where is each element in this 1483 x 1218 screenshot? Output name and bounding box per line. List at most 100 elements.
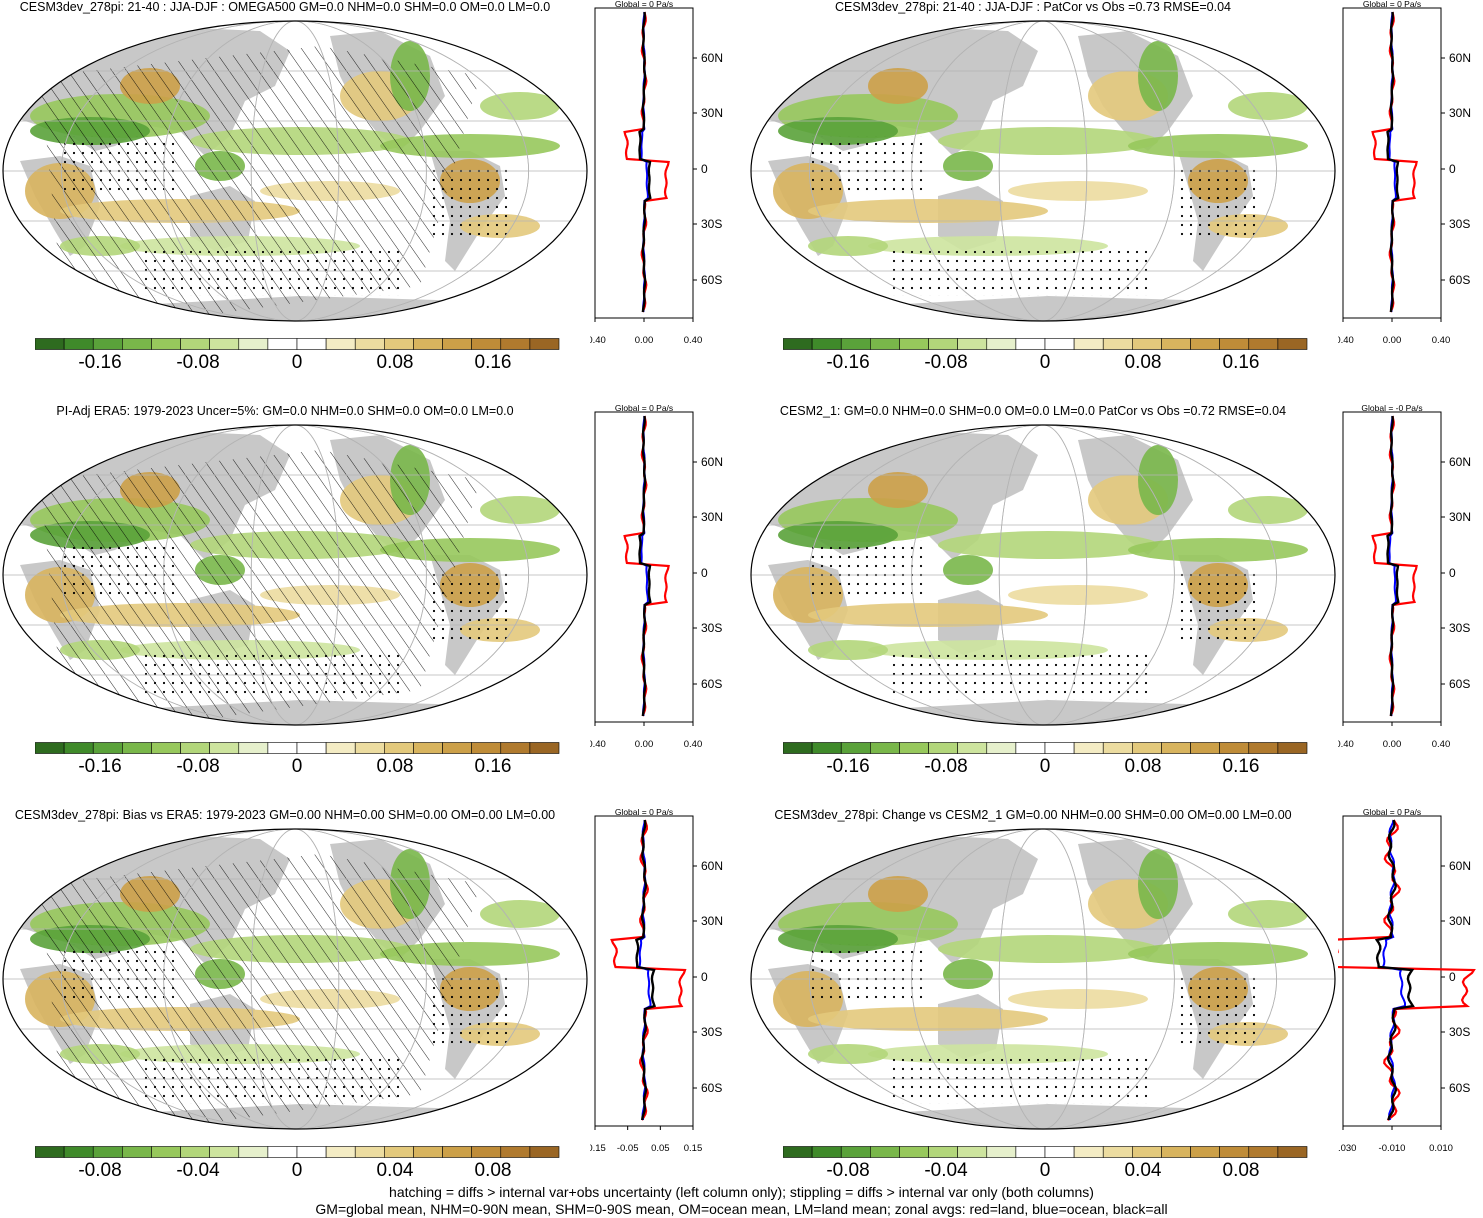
colorbar-labels: -0.16 -0.08 0 0.08 0.16 [35, 756, 559, 780]
colorbar-label: -0.16 [78, 352, 122, 373]
colorbar-segment [151, 338, 181, 350]
colorbar-segment [384, 338, 414, 350]
x-tick-label: 0.00 [635, 739, 654, 750]
longitude-line [998, 21, 1088, 321]
colorbar-segment [180, 742, 210, 754]
colorbar-label: 0.04 [1124, 1160, 1162, 1181]
map-field [3, 425, 587, 725]
anomaly-region [1008, 181, 1148, 201]
colorbar [783, 742, 1308, 754]
x-tick-label: 0.40 [1432, 739, 1451, 750]
panel-model-patcor: CESM3dev_278pi: 21-40 : JJA-DJF : PatCor… [748, 0, 1483, 405]
zonal-all-line [1386, 415, 1400, 717]
lat-label: 0 [701, 970, 708, 984]
colorbar-segment [413, 1146, 443, 1158]
zonal-all-line [638, 415, 652, 717]
longitude-line [998, 425, 1088, 725]
colorbar-segment [1132, 1146, 1162, 1158]
map-field [3, 829, 587, 1129]
colorbar-segment [783, 1146, 813, 1158]
colorbar-segment [529, 742, 560, 754]
anomaly-region [943, 959, 993, 989]
longitude-line [911, 829, 1175, 1129]
panel-title: CESM3dev_278pi: Change vs CESM2_1 GM=0.0… [774, 808, 1292, 822]
x-tick-label: -0.15 [590, 1143, 606, 1154]
colorbar-segment [267, 338, 298, 350]
lat-label: 30N [701, 106, 723, 120]
colorbar-segment [1102, 338, 1133, 350]
colorbar-segment [1277, 1146, 1308, 1158]
colorbar-segment [151, 1146, 181, 1158]
footer-line-means: GM=global mean, NHM=0-90N mean, SHM=0-90… [315, 1201, 1168, 1217]
colorbar-label: -0.08 [78, 1160, 122, 1181]
colorbar-segment [1190, 1146, 1220, 1158]
lat-label: 30S [701, 621, 722, 635]
colorbar-label: 0.04 [376, 1160, 414, 1181]
lat-label: 60N [701, 859, 723, 873]
colorbar-segment [92, 338, 123, 350]
lat-label: 30S [1449, 1025, 1470, 1039]
anomaly-region [1138, 445, 1178, 515]
colorbar-segment [1161, 338, 1191, 350]
lat-label: 30N [1449, 914, 1471, 928]
x-tick-label: -0.40 [1338, 335, 1354, 346]
colorbar-segment [35, 742, 65, 754]
colorbar-label: 0 [291, 756, 303, 777]
colorbar-segment [1219, 1146, 1250, 1158]
panel-era5-obs: PI-Adj ERA5: 1979-2023 Uncer=5%: GM=0.0 … [0, 404, 741, 809]
lat-label: 30S [701, 1025, 722, 1039]
colorbar-segment [1277, 742, 1308, 754]
zonal-all-line [1374, 819, 1415, 1121]
zonal-all-line [1386, 11, 1400, 313]
lat-label: 30S [1449, 621, 1470, 635]
colorbar-label: 0.08 [376, 756, 414, 777]
colorbar-segment [783, 338, 813, 350]
anomaly-region [808, 1007, 1048, 1031]
colorbar-label: 0 [291, 1160, 303, 1181]
longitude-line [163, 21, 427, 321]
colorbar-segment [413, 742, 443, 754]
panel-change-vs-cesm2: CESM3dev_278pi: Change vs CESM2_1 GM=0.0… [748, 808, 1483, 1213]
colorbar-label: -0.08 [924, 756, 968, 777]
lat-label: 30N [1449, 510, 1471, 524]
colorbar-segment [180, 338, 210, 350]
hatching [40, 854, 480, 1124]
colorbar-segment [209, 742, 240, 754]
colorbar [35, 742, 560, 754]
colorbar-segment [811, 1146, 842, 1158]
zonal-title: Global = -0 Pa/s [1361, 404, 1422, 413]
colorbar-segment [1073, 742, 1104, 754]
zonal-title: Global = 0 Pa/s [615, 0, 673, 9]
colorbar-segment [1248, 742, 1279, 754]
colorbar-segment [811, 742, 842, 754]
colorbar-segment [986, 1146, 1017, 1158]
colorbar-label: 0.08 [1222, 1160, 1260, 1181]
colorbar-segment [413, 338, 443, 350]
longitude-line [60, 829, 530, 1129]
colorbar-segment [384, 742, 414, 754]
zonal-average-plot: Global = 0 Pa/s 60N 30N 0 30S 60S -0.40 0.00 0.4… [590, 0, 723, 346]
x-tick-label: -0.40 [590, 739, 606, 750]
colorbar-segment [870, 338, 900, 350]
colorbar-labels: -0.08 -0.04 0 0.04 0.08 [783, 1160, 1307, 1184]
colorbar-segment [500, 1146, 531, 1158]
colorbar-segment [928, 742, 958, 754]
colorbar-segment [180, 1146, 210, 1158]
colorbar-segment [840, 1146, 871, 1158]
hatching [40, 46, 480, 316]
map-plot [2, 828, 588, 1130]
colorbar-segment [899, 338, 929, 350]
colorbar-segment [238, 742, 269, 754]
colorbar-segment [957, 338, 988, 350]
colorbar-segment [63, 338, 94, 350]
stippling [1178, 570, 1258, 640]
zonal-average-plot: Global = 0 Pa/s 60N 30N 0 30S 60S -0.40 0.00 0.4… [1338, 0, 1471, 346]
lat-label: 0 [1449, 566, 1456, 580]
colorbar-segment [267, 1146, 298, 1158]
lat-label: 60N [1449, 455, 1471, 469]
colorbar-label: 0.08 [376, 352, 414, 373]
anomaly-region [938, 127, 1158, 155]
anomaly-region [1128, 942, 1308, 966]
x-tick-label: 0.40 [684, 335, 703, 346]
map-field [3, 21, 587, 321]
